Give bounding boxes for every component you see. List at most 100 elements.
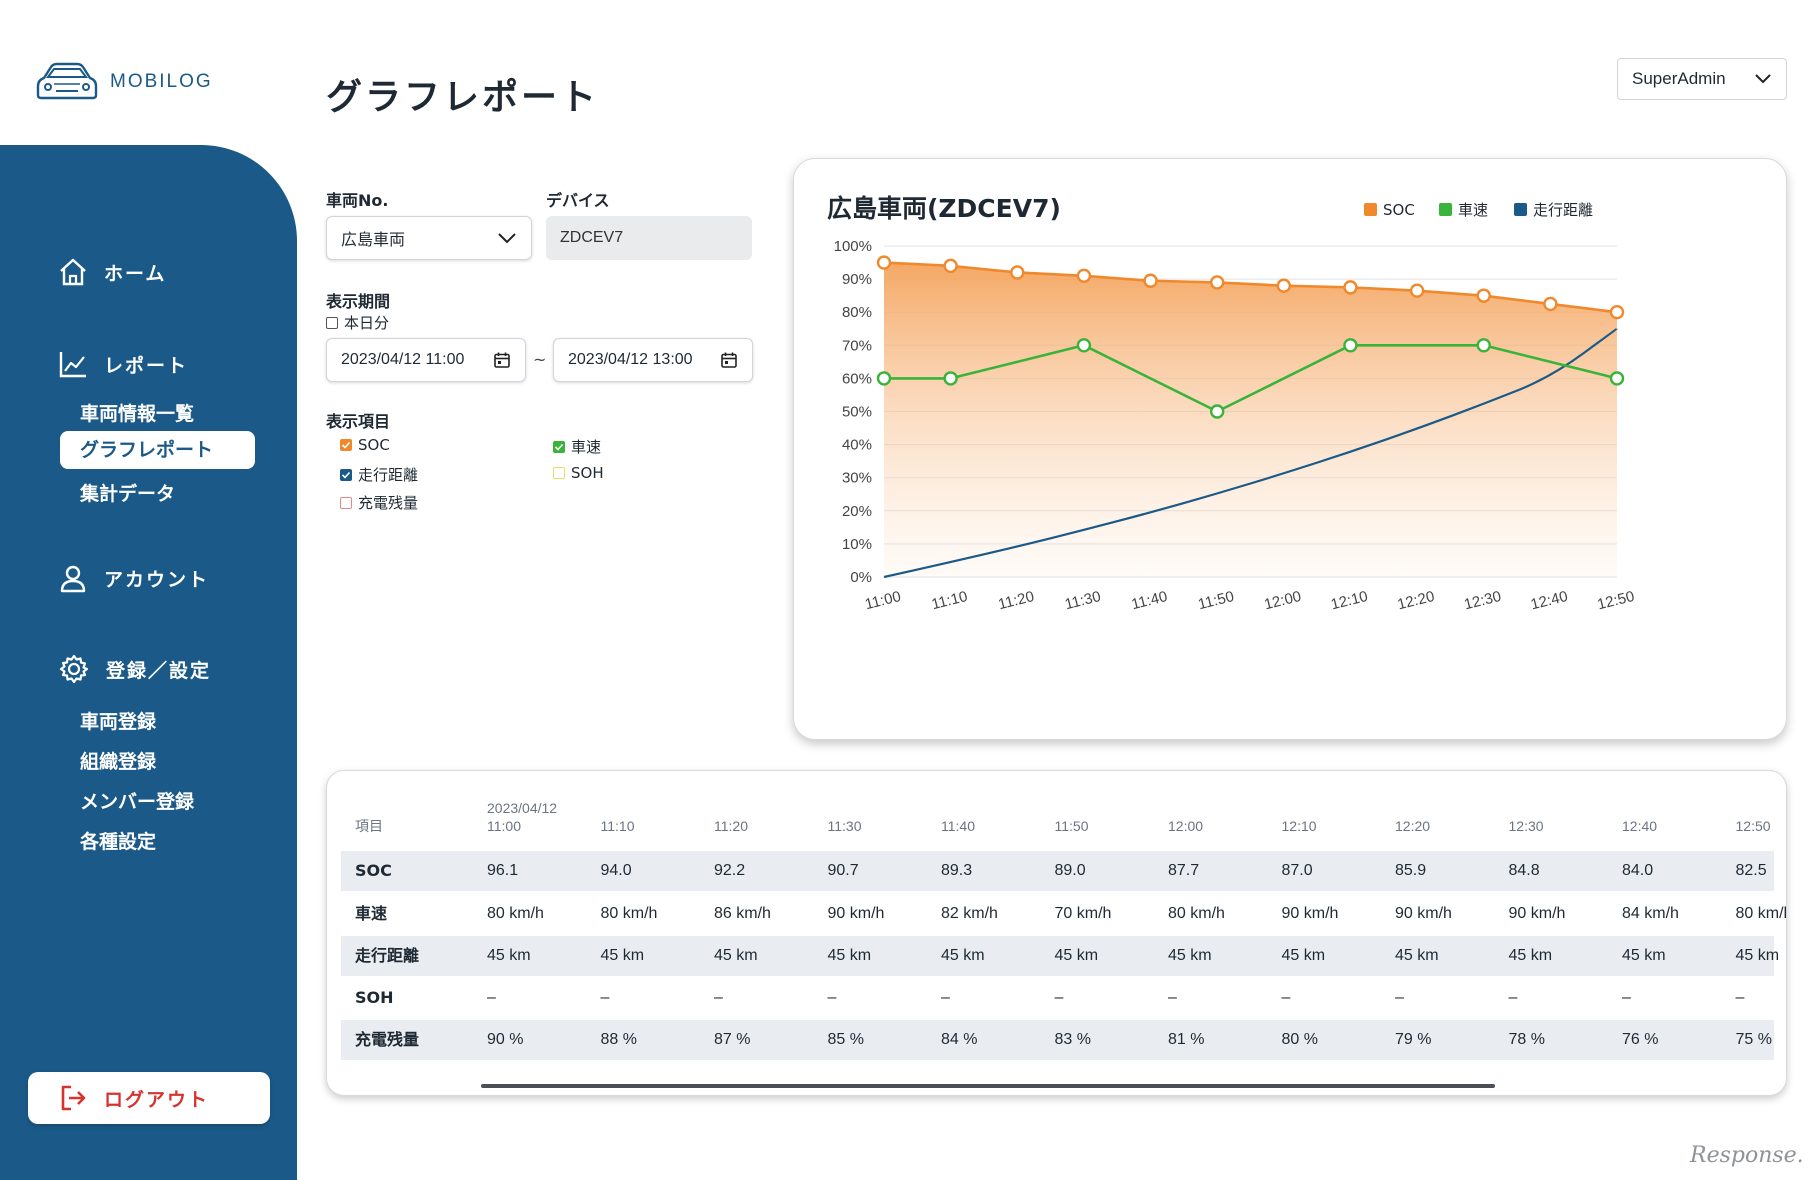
series-1-point — [876, 371, 892, 386]
nav-account-label: アカウント — [104, 568, 210, 591]
legend-swatch — [1514, 203, 1527, 216]
table-cell: – — [600, 989, 610, 1006]
chevron-down-icon — [1755, 74, 1771, 84]
x-tick-label: 12:10 — [1329, 588, 1370, 614]
table-header-time: 12:40 — [1622, 818, 1658, 834]
table-horizontal-scrollbar[interactable] — [481, 1084, 1495, 1088]
nav-summary-data[interactable]: 集計データ — [80, 483, 176, 505]
calendar-icon — [721, 352, 737, 368]
legend-label: 走行距離 — [1533, 201, 1593, 219]
legend-swatch — [1439, 203, 1452, 216]
chevron-down-icon — [498, 233, 516, 244]
nav-settings[interactable]: 登録／設定 — [58, 653, 211, 685]
series-1-point — [1343, 338, 1358, 353]
table-cell: – — [1508, 989, 1518, 1006]
table-cell: 90.7 — [827, 862, 859, 879]
y-tick-label: 0% — [850, 569, 872, 586]
legend-swatch — [1364, 203, 1377, 216]
checkbox-distance[interactable]: 走行距離 — [340, 464, 418, 485]
series-0-point — [1209, 275, 1225, 290]
series-0-line — [883, 261, 1618, 314]
nav-account[interactable]: アカウント — [58, 563, 209, 593]
table-row-label: SOC — [355, 861, 392, 880]
table-cell: 45 km — [1281, 947, 1326, 964]
date-to-value: 2023/04/12 13:00 — [568, 351, 693, 368]
sidebar: ホーム レポート 車両情報一覧 グラフレポート 集計データ アカウント 登録／設… — [0, 145, 297, 1180]
date-to-input[interactable]: 2023/04/12 13:00 — [553, 338, 753, 382]
y-tick-label: 30% — [842, 470, 872, 487]
checkbox-distance-label: 走行距離 — [358, 466, 419, 484]
nav-org-register[interactable]: 組織登録 — [80, 751, 157, 773]
table-cell: 96.1 — [487, 862, 519, 879]
checkbox-soc-label: SOC — [358, 436, 390, 454]
table-cell: 83 % — [1054, 1031, 1091, 1048]
series-0-point — [1276, 278, 1292, 293]
table-cell: 90 km/h — [1508, 905, 1566, 922]
table-cell: 87.0 — [1281, 862, 1313, 879]
table-cell: 85 % — [827, 1031, 864, 1048]
legend-label: SOC — [1383, 201, 1415, 219]
checkbox-soh[interactable]: SOH — [553, 464, 604, 482]
table-cell: 92.2 — [714, 862, 746, 879]
checkbox-speed-box — [553, 440, 565, 453]
y-tick-label: 10% — [842, 536, 872, 553]
nav-vehicle-list[interactable]: 車両情報一覧 — [80, 403, 195, 425]
car-logo-icon — [36, 62, 98, 100]
series-1-point — [943, 371, 958, 386]
table-cell: 45 km — [941, 947, 985, 964]
table-cell: 76 % — [1622, 1031, 1659, 1048]
date-from-input[interactable]: 2023/04/12 11:00 — [326, 338, 526, 382]
table-cell: 90 km/h — [1281, 905, 1339, 922]
checkbox-soc[interactable]: SOC — [340, 436, 390, 454]
table-cell: – — [1622, 989, 1631, 1006]
table-cell: 79 % — [1395, 1031, 1432, 1048]
data-table: 項目 2023/04/12 11:00 11:10 11:20 11:30 11:40 11:… — [326, 770, 1787, 1096]
x-axis: 11:00 11:10 11:20 11:30 11:40 11:50 12:00 12:10… — [863, 588, 1636, 614]
x-tick-label: 12:20 — [1396, 588, 1437, 614]
table-cell: 80 km/h — [1735, 905, 1787, 922]
display-items-label: 表示項目 — [326, 412, 391, 431]
table-header-time: 11:50 — [1054, 818, 1089, 834]
today-checkbox-box — [326, 316, 338, 329]
table-row-label: 走行距離 — [355, 946, 420, 965]
table-cell: 87 % — [714, 1031, 751, 1048]
x-tick-label: 11:40 — [1130, 588, 1169, 613]
vehicle-select[interactable]: 広島車両 — [326, 216, 532, 260]
table-cell: 80 km/h — [1168, 905, 1225, 922]
table-header-time: 12:10 — [1281, 818, 1317, 834]
table-header-item: 項目 — [355, 818, 383, 834]
checkbox-speed[interactable]: 車速 — [553, 436, 601, 457]
chart-card: 広島車両(ZDCEV7) SOC 車速 走行距離 100% 90% 80% 70% 60% 5… — [793, 158, 1787, 740]
nav-vehicle-register[interactable]: 車両登録 — [80, 711, 157, 733]
checkbox-charge[interactable]: 充電残量 — [340, 492, 418, 513]
table-row: 車速 80 km/h 80 km/h 86 km/h 90 km/h 82 km/h 70 … — [341, 894, 1786, 934]
series-0-point — [1409, 283, 1425, 298]
y-tick-label: 40% — [842, 437, 872, 454]
table-header-time: 12:20 — [1395, 818, 1431, 834]
chart-series — [876, 255, 1625, 579]
logout-label: ログアウト — [104, 1088, 210, 1111]
date-separator: ~ — [533, 350, 547, 369]
checkbox-soh-label: SOH — [571, 464, 604, 482]
nav-home[interactable]: ホーム — [58, 257, 166, 287]
series-0-point — [1476, 288, 1491, 303]
table-cell: – — [1054, 989, 1064, 1006]
user-dropdown-value: SuperAdmin — [1632, 69, 1726, 88]
nav-member-register[interactable]: メンバー登録 — [80, 791, 195, 813]
nav-misc-settings[interactable]: 各種設定 — [80, 831, 157, 853]
chart-legend: SOC 車速 走行距離 — [1364, 201, 1593, 219]
nav-report[interactable]: レポート — [58, 349, 188, 379]
brand-logo[interactable]: MOBILOG — [36, 62, 213, 102]
y-tick-label: 20% — [842, 503, 872, 520]
series-0-point — [1143, 273, 1158, 288]
user-dropdown[interactable]: SuperAdmin — [1617, 58, 1787, 100]
nav-graph-report[interactable]: グラフレポート — [60, 431, 255, 469]
x-tick-label: 11:30 — [1063, 588, 1102, 613]
y-axis: 100% 90% 80% 70% 60% 50% 40% 30% 20% 10% 0% — [834, 238, 872, 586]
table-cell: 75 % — [1735, 1031, 1772, 1048]
logout-button[interactable]: ログアウト — [28, 1072, 270, 1124]
today-checkbox[interactable]: 本日分 — [326, 312, 389, 333]
series-0-area — [884, 262, 1617, 577]
nav-settings-label: 登録／設定 — [106, 659, 212, 682]
table-cell: 84.0 — [1622, 862, 1654, 879]
